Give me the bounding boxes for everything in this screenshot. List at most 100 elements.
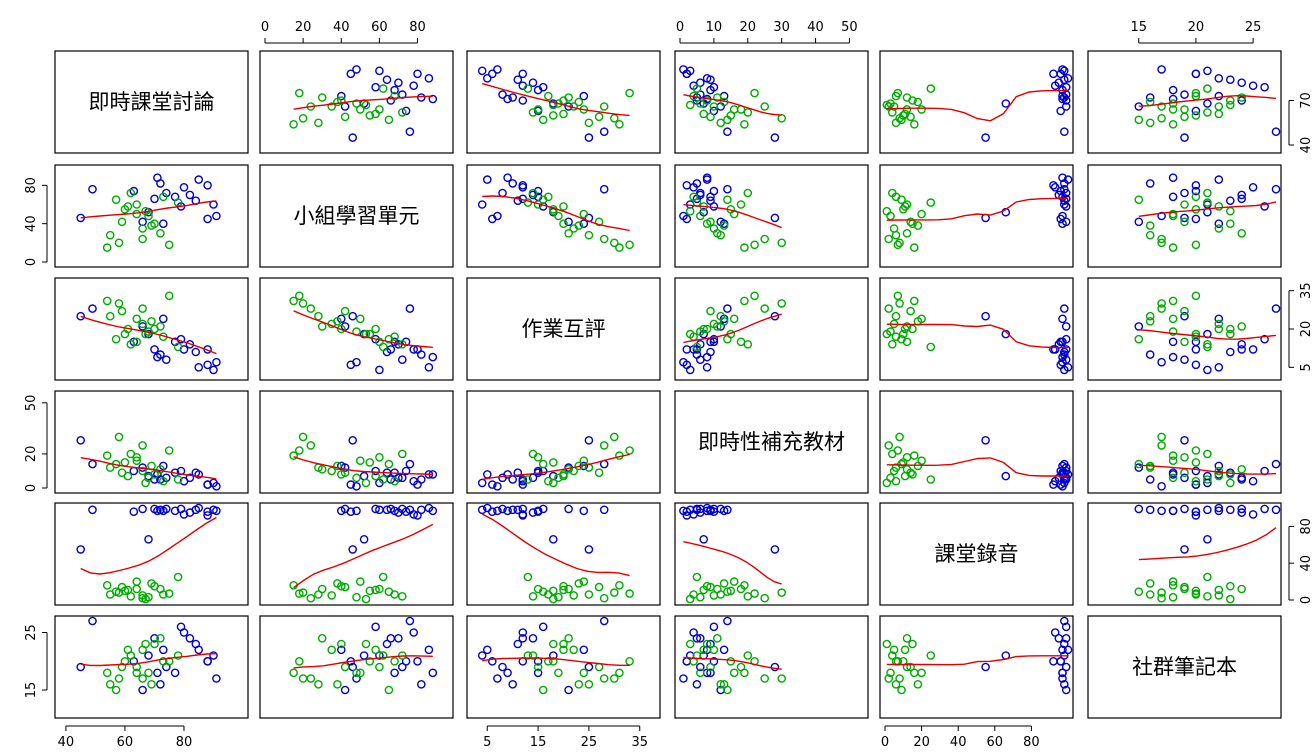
point-r4-c1-36 [123,471,133,481]
point-r5-c6-1 [1203,505,1212,515]
point-r6-c5-34 [926,651,936,660]
point-r4-c1-39 [102,451,112,460]
point-r5-c2-24 [327,591,337,600]
point-r6-c5-36 [900,645,910,655]
point-r1-c2-26 [314,118,323,128]
bottom-axis-label-var1-60: 60 [117,735,134,749]
point-r6-c4-8 [679,674,688,683]
point-r4-c5-30 [897,459,906,469]
point-r4-c5-35 [884,441,894,450]
point-r4-c1-24 [138,466,147,476]
point-r2-c1-3 [185,190,195,200]
point-r5-c1-31 [164,589,174,598]
point-r6-c3-37 [574,680,584,689]
smooth-line-r6-c1 [80,653,217,667]
point-r5-c3-28 [554,592,563,602]
point-r4-c5-23 [895,432,904,442]
point-r5-c3-9 [508,505,518,515]
panel-box-r5-c1 [54,502,249,606]
point-r6-c2-34 [378,651,388,660]
point-r1-c2-34 [378,84,388,93]
point-r6-c4-18 [723,616,732,626]
point-r5-c3-1 [477,505,487,515]
point-r3-c4-35 [760,304,770,313]
point-r5-c1-39 [102,581,112,590]
point-r3-c1-1 [209,365,218,375]
point-r5-c6-27 [1203,592,1212,601]
panel-box-r2-c5 [879,164,1074,268]
point-r5-c3-36 [559,585,568,595]
smooth-line-r2-c4 [683,203,782,229]
point-r3-c5-33 [906,306,915,316]
point-r6-c3-26 [584,680,594,689]
point-r4-c6-19 [1214,461,1224,471]
point-r5-c1-12 [153,506,162,516]
point-r6-c5-40 [882,639,892,649]
point-r2-c5-34 [926,198,936,207]
point-r5-c6-13 [1180,545,1189,554]
point-r5-c4-36 [699,585,709,595]
point-r1-c5-17 [1061,102,1071,111]
point-r4-c5-31 [893,446,903,455]
point-r1-c4-26 [716,118,726,128]
panel-box-r2-c3 [466,164,661,268]
point-r3-c1-14 [144,329,153,339]
point-r5-c2-21 [365,586,375,596]
point-r5-c4-40 [685,594,695,604]
point-r4-c1-35 [138,441,147,450]
point-r4-c1-32 [132,456,141,466]
point-r4-c2-20 [413,480,422,489]
point-r3-c1-34 [173,342,183,352]
point-r6-c2-10 [386,634,396,643]
left-axis-label-var2-40: 40 [24,215,39,232]
point-r5-c6-19 [1214,506,1224,516]
point-r6-c5-5 [1061,662,1071,672]
point-r3-c6-21 [1191,329,1201,339]
point-r1-c6-25 [1226,96,1235,105]
point-r2-c6-30 [1134,195,1144,204]
point-r3-c1-7 [194,362,203,372]
point-r1-c6-11 [1191,106,1201,116]
point-r1-c5-6 [1050,81,1060,90]
point-r5-c2-12 [428,506,438,516]
point-r6-c1-8 [212,674,221,683]
point-r6-c3-18 [599,616,609,626]
point-r1-c6-3 [1237,78,1246,87]
point-r1-c5-36 [900,109,910,119]
point-r3-c5-21 [899,329,908,339]
point-r6-c5-24 [889,645,899,655]
point-r2-c6-6 [1248,182,1258,192]
point-r3-c5-19 [1058,314,1067,324]
point-r2-c6-34 [1203,198,1212,207]
top-axis-label-var4-30: 30 [773,20,790,35]
point-r2-c3-18 [599,184,609,194]
top-axis-label-var6-15: 15 [1130,20,1147,35]
point-r2-c5-12 [1058,173,1067,182]
point-r1-c5-14 [1001,99,1011,108]
smooth-line-r4-c3 [482,453,630,480]
point-r6-c5-25 [908,639,917,649]
point-r2-c3-31 [625,240,634,250]
panel-box-r3-c6 [1087,277,1282,381]
point-r3-c1-19 [158,314,168,324]
point-r6-c3-35 [599,674,609,683]
smooth-line-r1-c6 [1138,94,1277,107]
point-r1-c4-18 [723,127,732,136]
point-r5-c2-13 [348,545,358,554]
point-r6-c1-33 [117,662,127,672]
point-r3-c6-6 [1248,345,1258,354]
point-r3-c6-35 [1157,304,1166,313]
point-r1-c2-18 [405,127,415,136]
point-r3-c2-34 [378,342,388,352]
point-r6-c5-37 [913,680,923,689]
point-r3-c6-34 [1203,342,1212,352]
point-r4-c6-34 [1203,475,1212,484]
point-r3-c2-23 [298,299,308,308]
point-r4-c1-40 [141,478,150,488]
point-r2-c3-39 [615,243,624,252]
point-r5-c1-40 [141,594,150,604]
point-r6-c2-17 [340,685,350,695]
point-r2-c3-12 [503,173,512,182]
point-r5-c6-33 [1180,582,1189,592]
point-r6-c3-7 [482,645,492,655]
